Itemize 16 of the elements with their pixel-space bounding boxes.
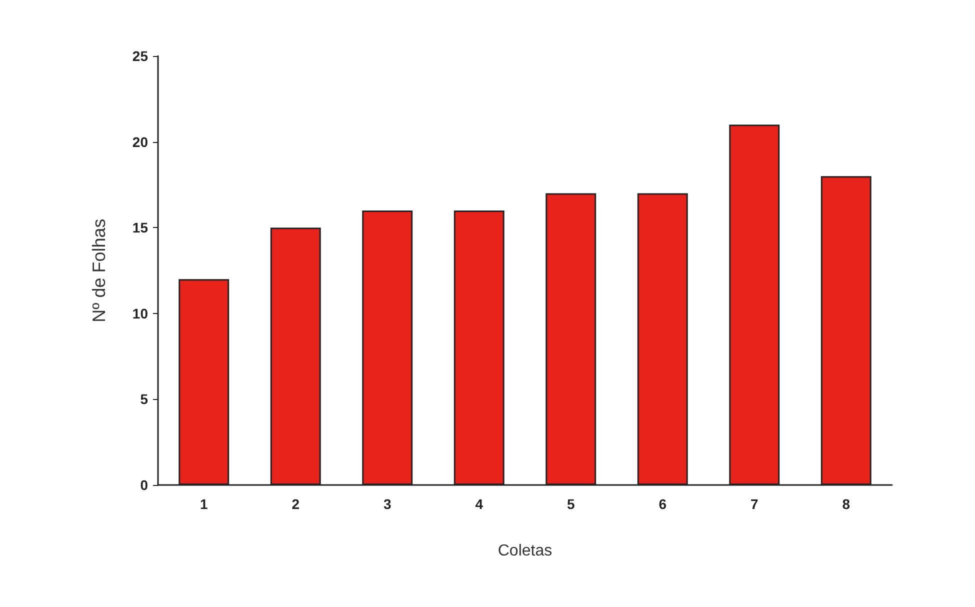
x-tick-label: 5 (566, 496, 575, 512)
x-axis-title: Coletas (498, 542, 552, 560)
x-tick-label: 4 (475, 496, 484, 512)
y-tick-label: 10 (132, 305, 148, 322)
x-tick-label: 7 (750, 496, 758, 512)
y-tick-label: 5 (140, 391, 148, 408)
x-tick-label: 1 (200, 496, 208, 512)
y-tick-label: 25 (132, 48, 148, 64)
x-tick-label: 8 (842, 496, 850, 512)
y-tick-label: 20 (132, 134, 148, 150)
x-tick-label: 2 (292, 496, 300, 512)
y-tick-label: 15 (132, 220, 148, 236)
x-tick-label: 6 (658, 496, 667, 512)
x-tick-label: 3 (383, 496, 392, 512)
y-axis-title: Nº de Folhas (89, 218, 109, 322)
y-tick-label: 0 (140, 477, 148, 493)
